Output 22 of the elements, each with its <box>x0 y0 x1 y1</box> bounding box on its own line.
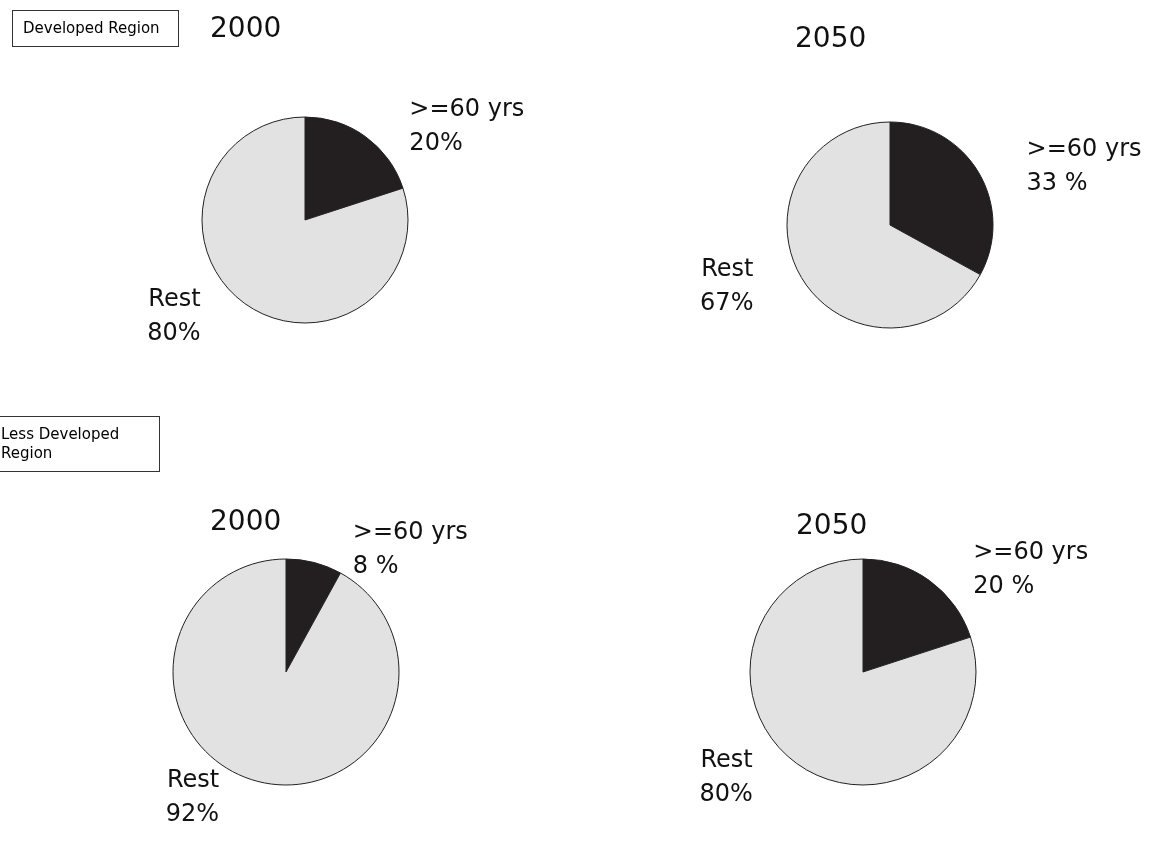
slice-label: >=60 yrs <box>352 517 468 546</box>
data-label: 20% <box>409 127 463 156</box>
chart-title: 2050 <box>796 507 868 541</box>
text: Less Developed Region <box>0 416 160 472</box>
text: Developed Region <box>12 10 179 47</box>
data-label: 80% <box>699 778 753 807</box>
slice-label: >=60 yrs <box>973 537 1089 566</box>
chart-title: 2000 <box>210 10 282 44</box>
data-label: 8 % <box>352 551 399 580</box>
slice-label: Rest <box>701 254 754 283</box>
chart-title: 2000 <box>210 503 282 537</box>
slice-label: Rest <box>148 284 201 313</box>
slice-label: Rest <box>166 764 220 793</box>
chart-title: 2050 <box>795 20 867 54</box>
data-label: 67% <box>700 288 754 317</box>
slice-label: >=60 yrs <box>1026 133 1142 162</box>
slice-label: Rest <box>700 744 753 773</box>
data-label: 92% <box>165 798 220 827</box>
data-label: 20 % <box>973 571 1035 600</box>
data-label: 80% <box>147 318 201 347</box>
slice-label: >=60 yrs <box>409 93 525 122</box>
data-label: 33 % <box>1026 167 1088 196</box>
